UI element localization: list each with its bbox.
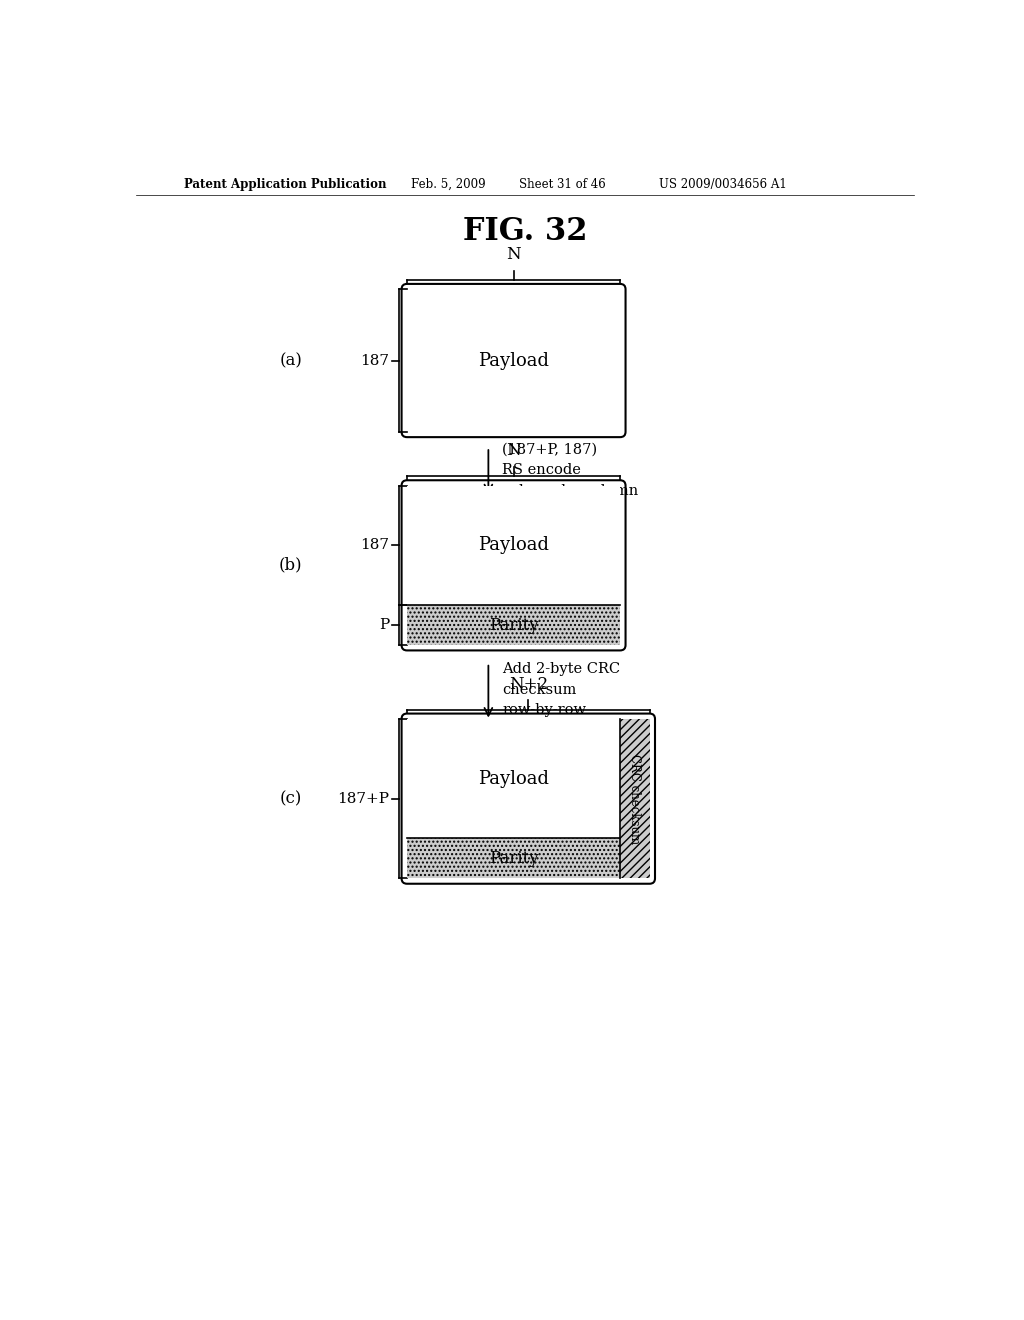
Text: US 2009/0034656 A1: US 2009/0034656 A1 xyxy=(658,178,786,190)
Text: (a): (a) xyxy=(280,352,302,370)
Text: Payload: Payload xyxy=(478,536,549,554)
Text: CRC checksum: CRC checksum xyxy=(629,754,641,843)
Bar xyxy=(407,719,621,838)
Text: N: N xyxy=(506,246,521,263)
Text: 187+P: 187+P xyxy=(337,792,389,805)
Text: (187+P, 187)
RS encode
column-by-column: (187+P, 187) RS encode column-by-column xyxy=(503,442,639,498)
Text: N+2: N+2 xyxy=(509,676,548,693)
Bar xyxy=(407,605,621,645)
Bar xyxy=(621,719,649,878)
Text: 187: 187 xyxy=(360,539,389,552)
Bar xyxy=(407,838,621,878)
FancyBboxPatch shape xyxy=(401,714,655,884)
Text: Payload: Payload xyxy=(478,351,549,370)
Bar xyxy=(407,486,621,605)
Text: Feb. 5, 2009: Feb. 5, 2009 xyxy=(411,178,485,190)
FancyBboxPatch shape xyxy=(401,480,626,651)
Text: Parity: Parity xyxy=(488,616,539,634)
Text: (b): (b) xyxy=(279,557,302,574)
FancyBboxPatch shape xyxy=(401,284,626,437)
Text: 187: 187 xyxy=(360,354,389,367)
Text: Payload: Payload xyxy=(478,770,549,788)
Text: FIG. 32: FIG. 32 xyxy=(463,216,587,247)
Text: Patent Application Publication: Patent Application Publication xyxy=(183,178,386,190)
Text: Sheet 31 of 46: Sheet 31 of 46 xyxy=(519,178,606,190)
Text: (c): (c) xyxy=(280,791,302,807)
Text: P: P xyxy=(379,618,389,632)
Text: N: N xyxy=(506,442,521,459)
Text: Add 2-byte CRC
checksum
row-by-row: Add 2-byte CRC checksum row-by-row xyxy=(503,663,621,717)
Text: Parity: Parity xyxy=(488,850,539,867)
